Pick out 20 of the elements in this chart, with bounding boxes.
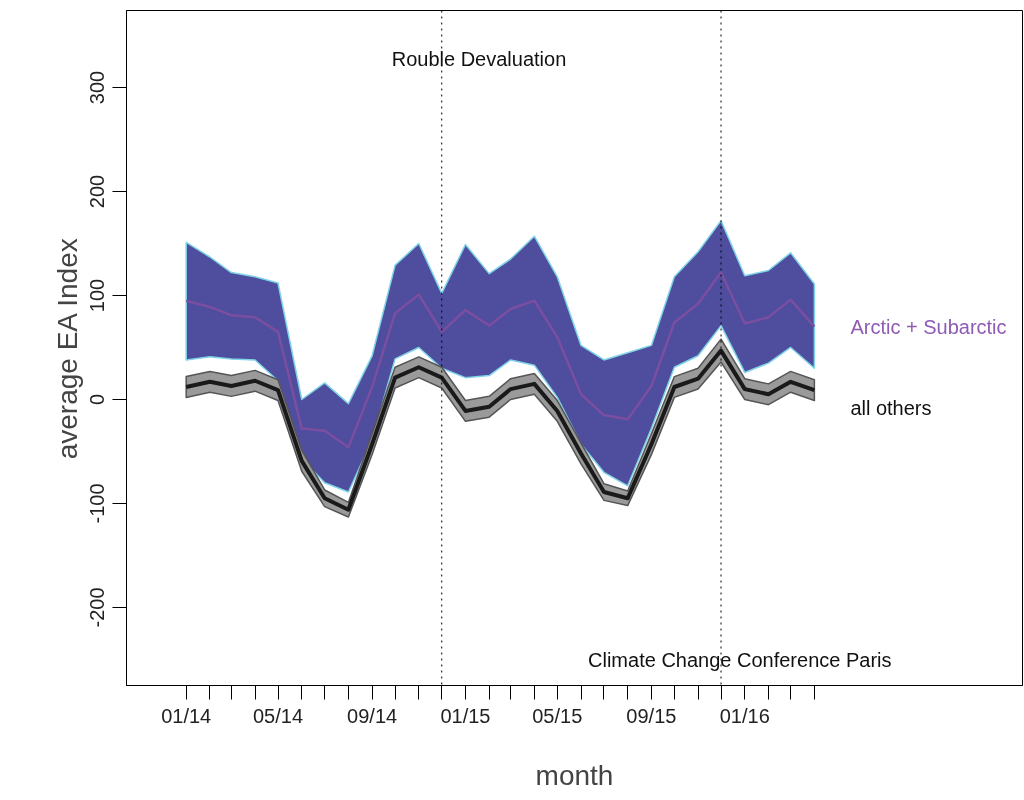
x-tick-label: 05/15 — [532, 704, 583, 727]
ref-line-label: Rouble Devaluation — [391, 47, 567, 70]
x-tick-label: 01/14 — [161, 704, 212, 727]
series-label: all others — [850, 397, 932, 420]
y-tick-label: -200 — [86, 587, 109, 628]
series-label: Arctic + Subarctic — [850, 315, 1007, 338]
y-tick-label: -100 — [86, 483, 109, 524]
x-tick-label: 01/15 — [440, 704, 491, 727]
y-tick-label: 200 — [86, 174, 109, 209]
y-tick-label: 300 — [86, 70, 109, 105]
line-series — [184, 271, 816, 449]
y-tick-label: 0 — [86, 393, 109, 406]
ref-line-label: Climate Change Conference Paris — [588, 648, 892, 671]
x-tick-label: 05/14 — [252, 704, 304, 727]
x-tick-label: 01/16 — [719, 704, 770, 727]
x-tick-label: 09/15 — [626, 704, 677, 727]
x-tick-label: 09/14 — [347, 704, 398, 727]
x-axis-title: month — [535, 759, 614, 791]
y-axis-title: average EA Index — [51, 238, 83, 460]
y-tick-label: 100 — [86, 278, 109, 313]
